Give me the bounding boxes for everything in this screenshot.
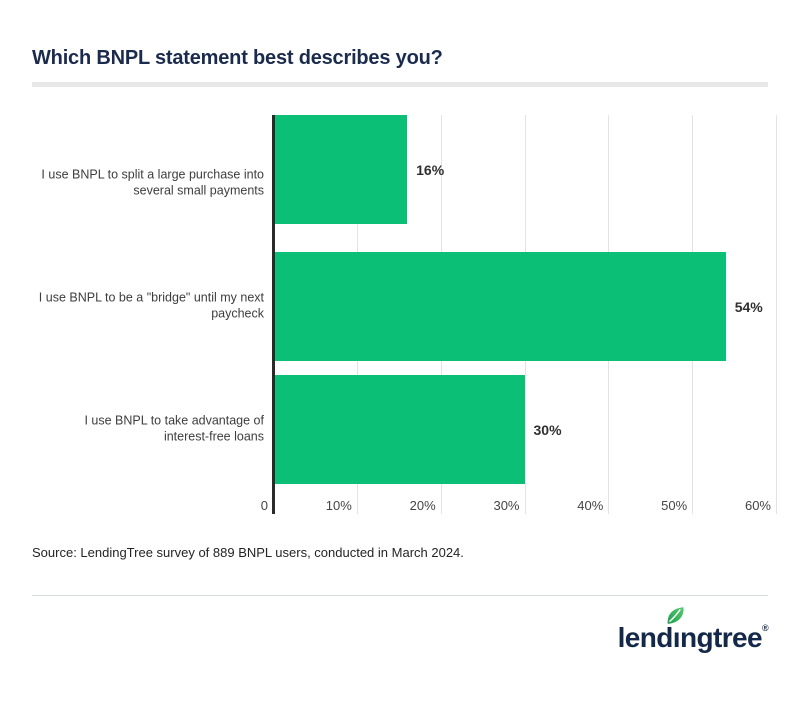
value-label: 16% [416,161,445,178]
y-axis-line [272,115,275,514]
source-note: Source: LendingTree survey of 889 BNPL u… [32,545,464,560]
logo-wordmark-part2: ngtree [679,622,763,653]
x-tick-label: 30% [493,498,520,513]
title-divider [32,82,768,87]
value-label: 30% [533,421,562,438]
logo-dotless-i: ı [672,622,681,653]
footer-divider [32,595,768,596]
category-label-bridge-paycheck: I use BNPL to be a "bridge" until my nex… [38,290,264,321]
x-tick-label: 40% [577,498,604,513]
page-title: Which BNPL statement best describes you? [32,47,443,69]
bar-row: 16% [273,115,776,224]
category-label-split-purchase: I use BNPL to split a large purchase int… [41,167,264,198]
lendingtree-logo: lendı ngtree® [617,607,769,658]
registered-trademark: ® [761,623,769,633]
logo-wordmark-part1: lend [617,622,674,653]
x-tick-label: 0 [260,498,268,513]
bnpl-infographic: Which BNPL statement best describes you?… [0,46,800,714]
plot-area: 54% 30% 16% 0 10% 20% 30% 40% 50% 60% [261,115,777,514]
x-tick-label: 20% [409,498,436,513]
x-tick-label: 60% [744,498,771,513]
bar-chart: I use BNPL to split a large purchase int… [32,115,777,514]
gridline [776,115,777,514]
leaf-icon [668,607,684,624]
x-tick-label: 50% [661,498,688,513]
category-label-interest-free: I use BNPL to take advantage of interest… [84,413,264,444]
bar-row: 54% [273,252,776,361]
bar-split-purchase [273,252,726,361]
x-tick-label: 10% [325,498,352,513]
value-label: 54% [734,298,763,315]
footer: lendı ngtree® [32,607,769,658]
bar-row: 30% [273,375,776,484]
bar-interest-free [273,115,408,224]
bar-bridge-paycheck [273,375,525,484]
